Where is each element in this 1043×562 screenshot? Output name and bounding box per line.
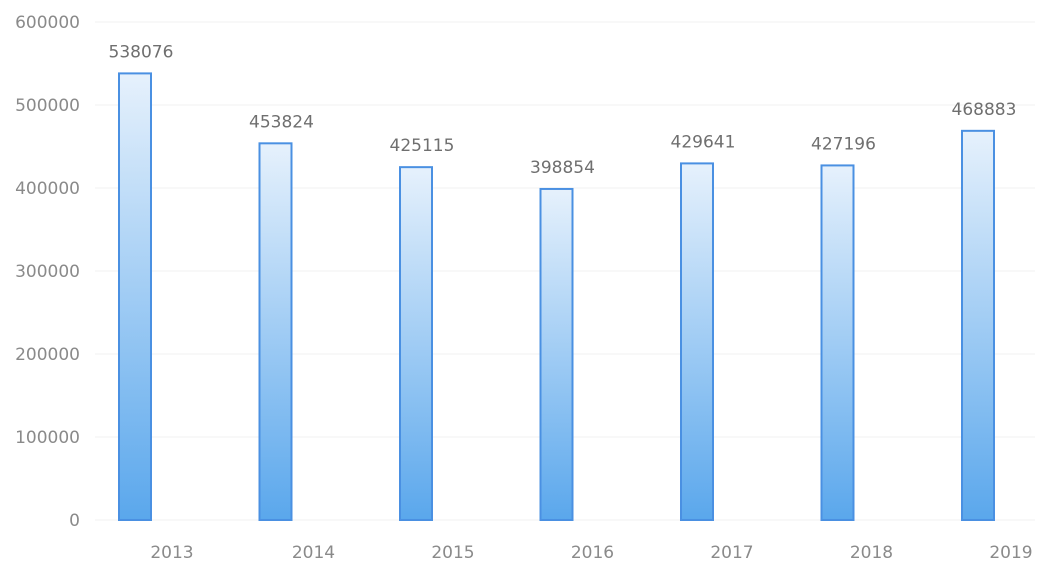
data-label-2013: 538076 — [109, 42, 174, 62]
x-tick-label-2016: 2016 — [571, 543, 614, 562]
bar-2018 — [820, 164, 855, 522]
bar-2014 — [258, 142, 293, 521]
y-tick-label: 600000 — [15, 13, 80, 33]
y-tick-label: 100000 — [15, 428, 80, 448]
y-tick-label: 400000 — [15, 179, 80, 199]
y-tick-label: 0 — [69, 511, 80, 531]
x-axis: 2013 2014 2015 2016 2017 2018 2019 — [150, 543, 1032, 562]
x-tick-label-2018: 2018 — [850, 543, 893, 562]
data-label-2019: 468883 — [952, 100, 1017, 120]
data-label-2017: 429641 — [671, 132, 736, 152]
x-tick-label-2014: 2014 — [292, 543, 335, 562]
data-label-2018: 427196 — [811, 134, 876, 154]
bar-2015 — [399, 166, 433, 522]
data-label-2015: 425115 — [390, 136, 455, 156]
bars — [118, 72, 995, 522]
data-label-2014: 453824 — [249, 112, 314, 132]
data-labels: 538076 453824 425115 398854 429641 427196 4688… — [109, 42, 1017, 178]
bar-2016 — [539, 187, 574, 522]
x-tick-label-2019: 2019 — [989, 543, 1032, 562]
bar-2017 — [680, 162, 714, 521]
y-tick-label: 200000 — [15, 345, 80, 365]
bar-2013 — [118, 72, 152, 522]
x-tick-label-2015: 2015 — [431, 543, 474, 562]
x-tick-label-2013: 2013 — [150, 543, 193, 562]
y-axis: 0 100000 200000 300000 400000 500000 600000 — [15, 13, 80, 531]
y-tick-label: 300000 — [15, 262, 80, 282]
x-tick-label-2017: 2017 — [710, 543, 753, 562]
bar-2019 — [961, 129, 995, 521]
data-label-2016: 398854 — [530, 158, 595, 178]
y-tick-label: 500000 — [15, 96, 80, 116]
